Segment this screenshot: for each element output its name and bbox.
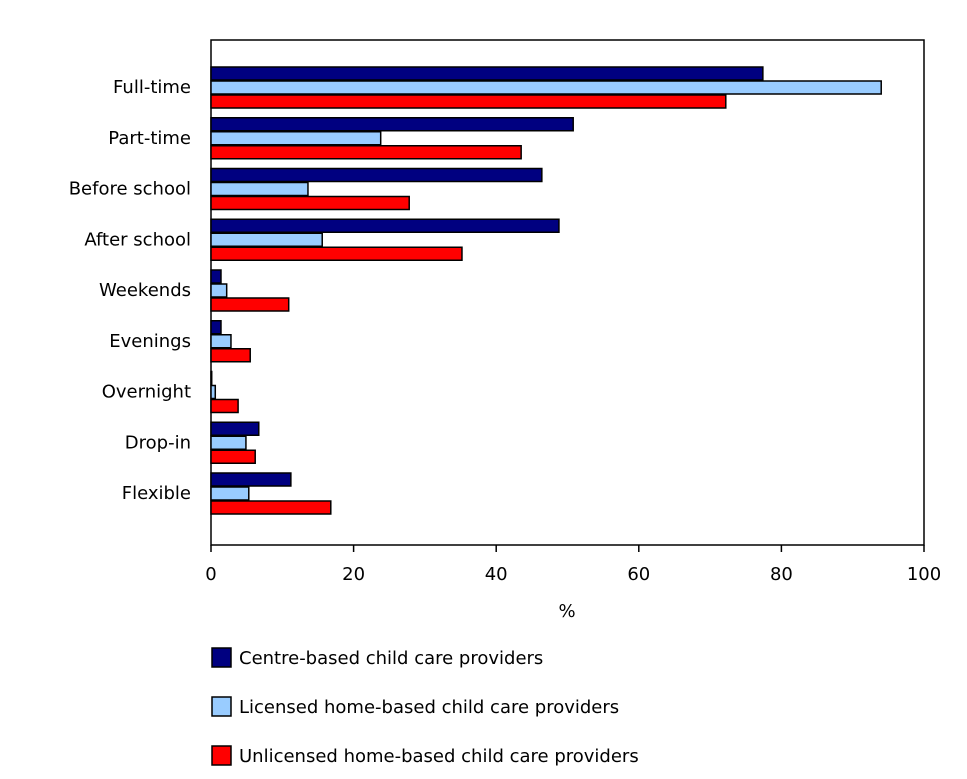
bar: [210, 66, 764, 81]
x-axis-label: %: [558, 601, 575, 622]
bar: [210, 398, 239, 414]
x-tick-label: 80: [770, 564, 793, 585]
bar: [210, 232, 323, 247]
legend-label: Licensed home-based child care providers: [239, 697, 619, 718]
legend-label: Centre-based child care providers: [239, 648, 543, 669]
bar: [210, 283, 228, 298]
plot-frame: [210, 39, 925, 546]
category-label: Weekends: [99, 280, 191, 301]
bar: [210, 472, 292, 487]
legend-swatch: [211, 696, 232, 717]
x-tick-label: 100: [907, 564, 941, 585]
bar: [210, 435, 247, 450]
bar: [210, 246, 463, 261]
category-label: Part-time: [108, 128, 191, 149]
category-label: Before school: [69, 179, 191, 200]
bar: [210, 370, 213, 386]
bar: [210, 218, 560, 233]
legend-swatch: [211, 745, 232, 766]
legend-label: Unlicensed home-based child care provide…: [239, 746, 639, 767]
category-label: Evenings: [109, 331, 191, 352]
category-label: After school: [84, 229, 191, 250]
category-label: Full-time: [113, 77, 191, 98]
bar: [210, 320, 222, 335]
bar: [210, 94, 727, 109]
x-tick-label: 60: [627, 564, 650, 585]
x-tick-label: 20: [342, 564, 365, 585]
x-tick-label: 0: [205, 564, 216, 585]
bar: [210, 297, 290, 312]
category-label: Drop-in: [125, 432, 191, 453]
bar: [210, 181, 309, 197]
bar: [210, 117, 574, 132]
bar: [210, 449, 256, 464]
bar: [210, 145, 522, 160]
bar: [210, 421, 260, 436]
bar: [210, 269, 222, 284]
category-label: Overnight: [102, 382, 191, 403]
bar: [210, 131, 382, 146]
bar: [210, 486, 250, 501]
x-tick-label: 40: [485, 564, 508, 585]
bar: [210, 80, 882, 95]
bar: [210, 195, 410, 211]
bar: [210, 348, 251, 363]
bar: [210, 334, 232, 349]
bar: [210, 500, 332, 515]
category-label: Flexible: [122, 483, 191, 504]
legend-swatch: [211, 647, 232, 668]
bar: [210, 167, 543, 183]
bar: [210, 384, 217, 400]
